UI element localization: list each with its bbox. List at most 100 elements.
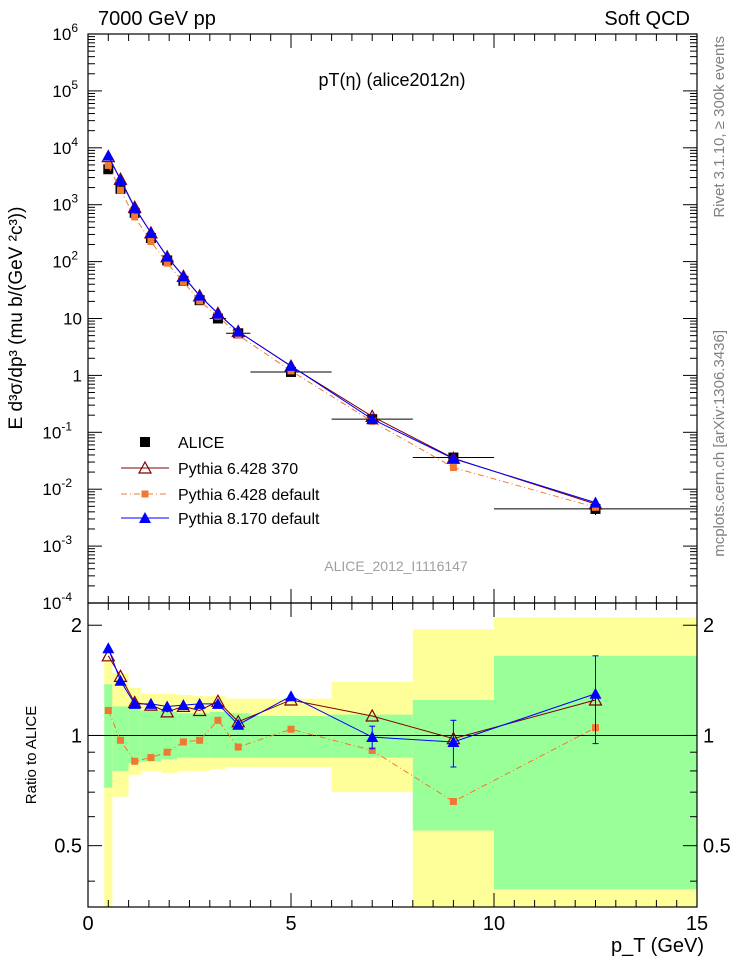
legend-label: Pythia 8.170 default [178, 511, 320, 528]
data-point-p6-370 [365, 708, 380, 722]
data-point-p6-default [104, 706, 112, 714]
data-point-p6-default [141, 490, 149, 498]
y-tick-label-ratio-right: 1 [703, 725, 714, 747]
ratio-series-p8 [102, 642, 602, 768]
series-p6_default [104, 161, 599, 511]
data-point-p8 [128, 697, 141, 709]
data-point-p8 [211, 307, 224, 319]
ratio-series-p6_default [104, 706, 599, 806]
y-tick-label-ratio: 1 [71, 725, 82, 747]
data-point-p6-default [147, 238, 155, 246]
y-axis-label-main: E d³σ/dp³ (mu b/(GeV ²c³)) [6, 207, 27, 430]
y-tick-label-main: 102 [52, 249, 78, 272]
data-point-p8 [193, 289, 206, 301]
data-point-p6-default [287, 725, 295, 733]
y-tick-label-main: 10 [63, 310, 82, 329]
data-point-p6-370 [137, 460, 153, 474]
data-point-p8 [177, 699, 190, 711]
uncertainty-band-green [209, 711, 227, 758]
y-tick-label-main: 10-1 [42, 419, 72, 442]
data-point-p8 [232, 718, 245, 730]
data-point-p6-default [214, 716, 222, 724]
data-point-p8 [139, 512, 151, 523]
data-point-p8 [366, 413, 379, 425]
data-point-p6-default [147, 754, 155, 762]
series-line-p6_default [107, 165, 596, 508]
data-point-p8 [285, 690, 297, 702]
x-tick-label: 5 [285, 913, 296, 935]
data-point-p8 [177, 270, 190, 282]
x-tick-label: 0 [82, 913, 93, 935]
data-point-p6-default [179, 278, 187, 286]
x-tick-label: 10 [483, 913, 505, 935]
data-point-alice [140, 437, 150, 447]
x-axis-label: p_T (GeV) [611, 935, 704, 957]
header-left: 7000 GeV pp [98, 8, 216, 30]
y-tick-label-main: 10-2 [42, 476, 72, 499]
data-point-p6-default [163, 748, 171, 756]
data-point-p8 [102, 642, 115, 654]
legend-entry: Pythia 6.428 370 [121, 460, 298, 478]
y-tick-label-ratio: 2 [71, 615, 82, 637]
data-point-p6-default [104, 161, 112, 169]
data-point-p8 [447, 735, 460, 747]
mcplots-label: mcplots.cern.ch [arXiv:1306.3436] [711, 330, 728, 557]
data-point-alice [103, 164, 114, 175]
data-point-p6-default [131, 213, 139, 221]
data-point-p8 [447, 452, 460, 464]
y-tick-label-main: 104 [52, 135, 78, 158]
data-point-p6-default [234, 743, 242, 751]
uncertainty-band-green [128, 709, 141, 764]
data-point-p8 [232, 325, 245, 337]
chart-title: pT(η) (alice2012n) [318, 70, 465, 90]
data-point-p6-default [163, 259, 171, 267]
data-point-p8 [144, 226, 157, 238]
data-point-p6-default [116, 736, 124, 744]
y-tick-label-main: 103 [52, 192, 78, 215]
data-point-p6-default [196, 297, 204, 305]
y-tick-label-main: 10-3 [42, 533, 72, 556]
data-point-p8 [161, 700, 174, 712]
rivet-label: Rivet 3.1.10, ≥ 300k events [711, 36, 728, 218]
data-point-p8 [193, 697, 206, 709]
watermark: ALICE_2012_I1116147 [324, 558, 468, 574]
y-tick-label-main: 105 [52, 78, 78, 101]
data-point-p8 [114, 174, 127, 186]
legend-entry: Pythia 8.170 default [121, 511, 320, 528]
data-point-p6-default [196, 736, 204, 744]
data-point-p8 [366, 731, 379, 743]
data-point-p8 [128, 201, 141, 213]
x-tick-label: 15 [686, 913, 708, 935]
data-point-p6-default [287, 367, 295, 375]
legend-entry: ALICE [140, 435, 224, 452]
data-point-p6-default [449, 464, 457, 472]
data-point-p8 [211, 697, 224, 709]
legend-label: ALICE [178, 435, 224, 452]
data-point-p8 [285, 359, 297, 371]
data-point-p6-default [449, 798, 457, 806]
data-point-p6-default [179, 738, 187, 746]
data-point-p8 [114, 674, 127, 686]
data-point-p6-default [131, 757, 139, 765]
data-point-p8 [144, 697, 157, 709]
data-point-p8 [161, 250, 174, 262]
y-tick-label-ratio-right: 2 [703, 615, 714, 637]
uncertainty-band-green [250, 716, 332, 758]
legend-label: Pythia 6.428 default [178, 487, 320, 504]
header-right: Soft QCD [604, 8, 690, 30]
data-point-p6-370 [192, 703, 207, 717]
data-point-p8 [589, 496, 602, 508]
legend-label: Pythia 6.428 370 [178, 461, 298, 478]
y-tick-label-main: 106 [52, 21, 78, 44]
y-tick-label-ratio-right: 0.5 [703, 836, 731, 858]
uncertainty-band-green [104, 684, 113, 788]
y-tick-label-main: 1 [73, 366, 82, 385]
y-tick-label-ratio: 0.5 [54, 836, 82, 858]
data-point-p6-default [116, 186, 124, 194]
series-p6_370 [101, 149, 603, 510]
data-point-p8 [589, 687, 602, 699]
data-point-p8 [102, 149, 115, 161]
legend-entry: Pythia 6.428 default [121, 487, 320, 504]
